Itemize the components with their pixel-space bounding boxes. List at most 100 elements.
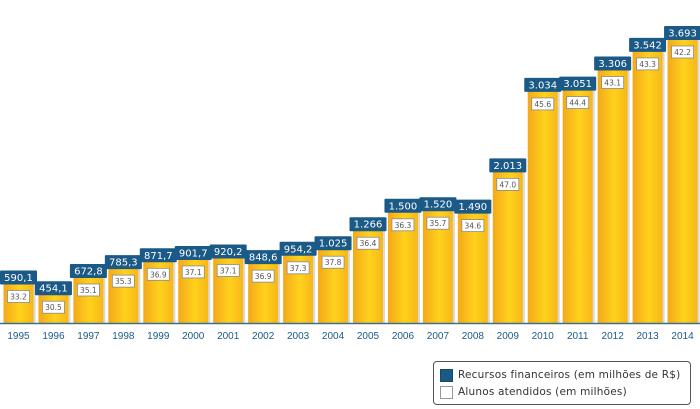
value-label-box (104, 255, 142, 270)
bar-group: 672,8 35.1 (69, 263, 107, 323)
value-label: 954,2 (284, 244, 313, 255)
x-tick-label: 1999 (147, 331, 170, 342)
bar-group: 1.520 35.7 (419, 197, 457, 323)
value-label-box (244, 250, 282, 265)
student-label-box (391, 218, 415, 232)
bar-group: 848,6 36.9 (244, 250, 282, 323)
student-label: 36.3 (395, 221, 412, 230)
x-tick-label: 2005 (357, 331, 380, 342)
value-label: 3.542 (633, 40, 662, 51)
legend-item-recursos: Recursos financeiros (em milhões de R$) (440, 367, 680, 383)
bar (597, 62, 628, 323)
value-label-box (69, 263, 107, 278)
x-tick-label: 2014 (671, 331, 694, 342)
value-label: 785,3 (109, 258, 138, 269)
student-label: 36.4 (360, 239, 377, 248)
value-label-box (594, 56, 632, 71)
student-label-box (77, 283, 100, 297)
value-label-box (559, 76, 597, 91)
value-label: 672,8 (74, 266, 103, 277)
student-label: 33.2 (10, 293, 27, 302)
bar-shadow (417, 204, 420, 323)
bar (213, 250, 244, 323)
bar-shadow (487, 205, 490, 323)
bar-shadow (313, 247, 316, 323)
bar-shadow (522, 164, 525, 323)
value-label: 848,6 (249, 253, 278, 264)
bar-shadow (627, 62, 630, 323)
student-label: 35.7 (430, 219, 447, 228)
bar (318, 242, 349, 323)
bar (283, 247, 314, 323)
student-label: 43.3 (639, 60, 656, 69)
bar-group: 871,7 36.9 (139, 248, 177, 323)
student-label: 37.1 (185, 268, 202, 277)
bar-group: 785,3 35.3 (104, 255, 142, 323)
legend-swatch-white (440, 385, 453, 399)
bar-shadow (173, 254, 176, 323)
value-label-box (664, 26, 700, 40)
student-label-box (42, 300, 65, 314)
bar-shadow (68, 287, 71, 323)
value-label-box (314, 236, 352, 251)
bar (178, 251, 209, 323)
bar (667, 32, 698, 323)
bar-group: 454,1 30.5 (34, 281, 72, 323)
student-label-box (251, 269, 275, 283)
student-label-box (426, 216, 450, 230)
student-label: 42.2 (674, 48, 691, 57)
bar-shadow (208, 251, 211, 323)
value-label-box (489, 158, 527, 173)
bar-group: 901,7 37.1 (174, 245, 212, 323)
value-label-box (0, 270, 37, 285)
bar-shadow (383, 223, 385, 323)
value-label: 1.500 (389, 201, 418, 212)
x-tick-label: 2000 (182, 331, 205, 342)
value-label-box (384, 198, 422, 213)
bar (632, 43, 663, 323)
bar-group: 3.542 43.3 (629, 37, 667, 323)
bar-shadow (697, 32, 700, 323)
bar-group: 1.025 37.8 (314, 236, 352, 323)
student-label-box (286, 261, 310, 275)
student-label-box (671, 45, 694, 59)
student-label-box (146, 267, 170, 281)
value-label-box (349, 217, 387, 232)
bar (73, 269, 104, 323)
bar-group: 2.013 47.0 (489, 158, 527, 323)
student-label: 35.3 (115, 277, 132, 286)
bar (527, 83, 558, 323)
value-label: 3.693 (668, 29, 697, 40)
legend-label: Alunos atendidos (em milhões) (458, 386, 627, 398)
bar-shadow (278, 256, 281, 323)
bar (562, 82, 593, 324)
value-label: 1.520 (424, 200, 453, 211)
bar-group: 3.306 43.1 (594, 56, 632, 323)
value-label-box (419, 197, 457, 212)
bar-group: 1.500 36.3 (384, 198, 422, 323)
value-label-box (174, 245, 212, 260)
student-label: 35.1 (80, 286, 97, 295)
x-tick-label: 2007 (427, 331, 450, 342)
bar (143, 254, 174, 323)
bar-group: 1.266 36.4 (349, 217, 387, 323)
value-label: 1.490 (459, 202, 488, 213)
student-label: 37.3 (290, 264, 307, 273)
x-tick-label: 2006 (392, 331, 415, 342)
student-label-box (601, 76, 625, 89)
legend-label: Recursos financeiros (em milhões de R$) (458, 369, 681, 381)
student-label: 34.6 (464, 222, 481, 231)
x-tick-label: 1995 (7, 331, 30, 342)
bar-shadow (348, 242, 351, 323)
value-label: 901,7 (179, 248, 208, 259)
student-label-box (111, 274, 135, 288)
bar (108, 261, 139, 323)
student-label-box (216, 264, 240, 277)
value-label: 920,2 (214, 247, 243, 258)
bar-group: 1.490 34.6 (454, 199, 492, 323)
bar-shadow (662, 43, 665, 323)
value-label: 3.051 (563, 79, 592, 90)
student-label-box (566, 96, 590, 109)
x-tick-label: 2003 (287, 331, 310, 342)
